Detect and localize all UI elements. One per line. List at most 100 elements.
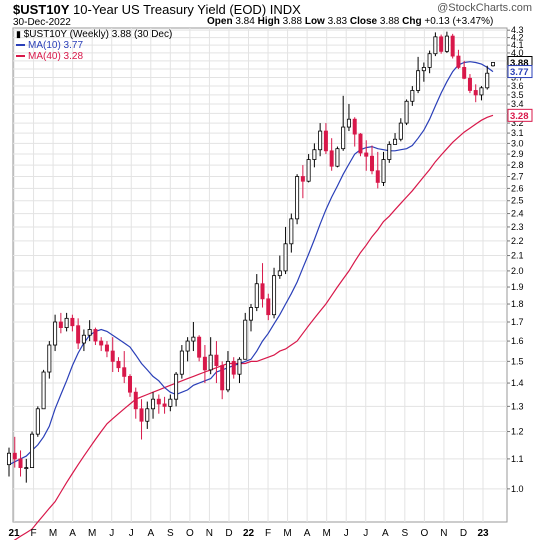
- y-tick-label: 2.3: [511, 222, 524, 232]
- x-tick-label: A: [304, 528, 311, 539]
- candle: [283, 226, 288, 275]
- candle: [30, 431, 35, 468]
- candle-series: [7, 31, 495, 483]
- candle: [191, 322, 196, 352]
- candle: [139, 399, 144, 440]
- candle-body: [433, 36, 438, 55]
- candle: [300, 165, 305, 199]
- candle-body: [64, 317, 69, 329]
- ohlc-readout: Open 3.84 High 3.88 Low 3.83 Close 3.88 …: [207, 16, 493, 27]
- close-price-tag-label: 3.88: [510, 58, 529, 69]
- candle-body: [99, 340, 104, 346]
- x-tick-label: A: [382, 528, 389, 539]
- candle: [93, 327, 98, 346]
- open-label: Open: [207, 16, 233, 27]
- y-tick-label: 2.5: [511, 196, 524, 206]
- plot-frame: [12, 27, 508, 523]
- candle-body: [174, 373, 179, 400]
- high-label: High: [257, 16, 280, 27]
- x-tick-label: J: [363, 528, 368, 539]
- exchange: INDX: [269, 2, 301, 17]
- candle-body: [323, 130, 328, 152]
- candle-body: [35, 408, 40, 435]
- candle-body: [352, 118, 357, 135]
- candle-body: [444, 35, 449, 52]
- candle-body: [295, 176, 300, 220]
- candle: [162, 396, 167, 414]
- candle: [295, 174, 300, 225]
- candle: [231, 357, 236, 379]
- candle-body: [398, 122, 403, 140]
- candle: [24, 458, 29, 483]
- candle: [53, 314, 58, 352]
- candle-body: [76, 325, 81, 344]
- x-tick-label: A: [147, 528, 154, 539]
- candle: [145, 401, 150, 429]
- candle-body: [427, 53, 432, 68]
- y-tick-label: 3.0: [511, 138, 524, 148]
- candle-body: [18, 458, 23, 468]
- candle: [87, 320, 92, 342]
- candle: [433, 32, 438, 57]
- y-tick-label: 1.8: [511, 299, 524, 309]
- candle-body: [306, 159, 311, 182]
- y-tick-label: 2.4: [511, 209, 524, 219]
- x-tick-label: M: [88, 528, 96, 539]
- candle-body: [254, 283, 259, 308]
- candle-body: [122, 367, 127, 377]
- y-tick-label: 2.9: [511, 149, 524, 159]
- candle-body: [387, 144, 392, 160]
- ma10-price-tag: 3.77: [507, 65, 533, 79]
- candle: [398, 118, 403, 142]
- candle: [289, 213, 294, 253]
- candle: [341, 95, 346, 151]
- candle: [352, 117, 357, 147]
- y-tick-label: 3.6: [511, 81, 524, 91]
- y-tick-label: 1.0: [511, 484, 524, 494]
- grid-lines: [12, 27, 508, 523]
- candle-body: [410, 90, 415, 102]
- candle-body: [139, 408, 144, 422]
- candle: [329, 138, 334, 171]
- description: 10-Year US Treasury Yield (EOD): [73, 2, 267, 17]
- candle-body: [404, 100, 409, 124]
- candle-body: [116, 360, 121, 369]
- candle: [214, 341, 219, 384]
- candle: [248, 304, 253, 332]
- candle: [58, 312, 63, 334]
- candle-body: [151, 398, 156, 410]
- candle: [12, 436, 17, 468]
- y-tick-label: 1.5: [511, 356, 524, 366]
- ma10-price-tag-box: [507, 65, 533, 79]
- y-tick-label: 1.1: [511, 454, 524, 464]
- candle-body: [266, 298, 271, 316]
- candle: [375, 151, 380, 189]
- candle: [479, 86, 484, 101]
- candle: [254, 274, 259, 312]
- candle-body: [93, 329, 98, 342]
- y-tick-label: 2.0: [511, 266, 524, 276]
- y-tick-label: 2.7: [511, 172, 524, 182]
- candle: [243, 312, 248, 360]
- candle: [64, 312, 69, 332]
- x-tick-label: J: [344, 528, 349, 539]
- candle: [99, 337, 104, 352]
- x-tick-label: 23: [477, 528, 489, 539]
- candle-body: [58, 321, 63, 329]
- candle: [381, 151, 386, 186]
- ma40-price-tag: 3.28: [507, 108, 533, 122]
- candle: [225, 351, 230, 393]
- low-label: Low: [304, 16, 325, 27]
- chart-date: 30-Dec-2022: [13, 17, 71, 28]
- legend-main: ▮ $UST10Y (Weekly) 3.88 (30 Dec): [16, 29, 172, 40]
- candle-body: [70, 317, 75, 327]
- y-tick-label: 1.7: [511, 317, 524, 327]
- y-tick-label: 2.8: [511, 160, 524, 170]
- candle: [439, 34, 444, 54]
- candle-body: [312, 149, 317, 160]
- y-tick-label: 3.2: [511, 118, 524, 128]
- candle-body: [41, 371, 46, 410]
- legend-ma40-label: MA(40) 3.28: [28, 51, 84, 62]
- candle: [404, 99, 409, 126]
- x-tick-label: N: [206, 528, 213, 539]
